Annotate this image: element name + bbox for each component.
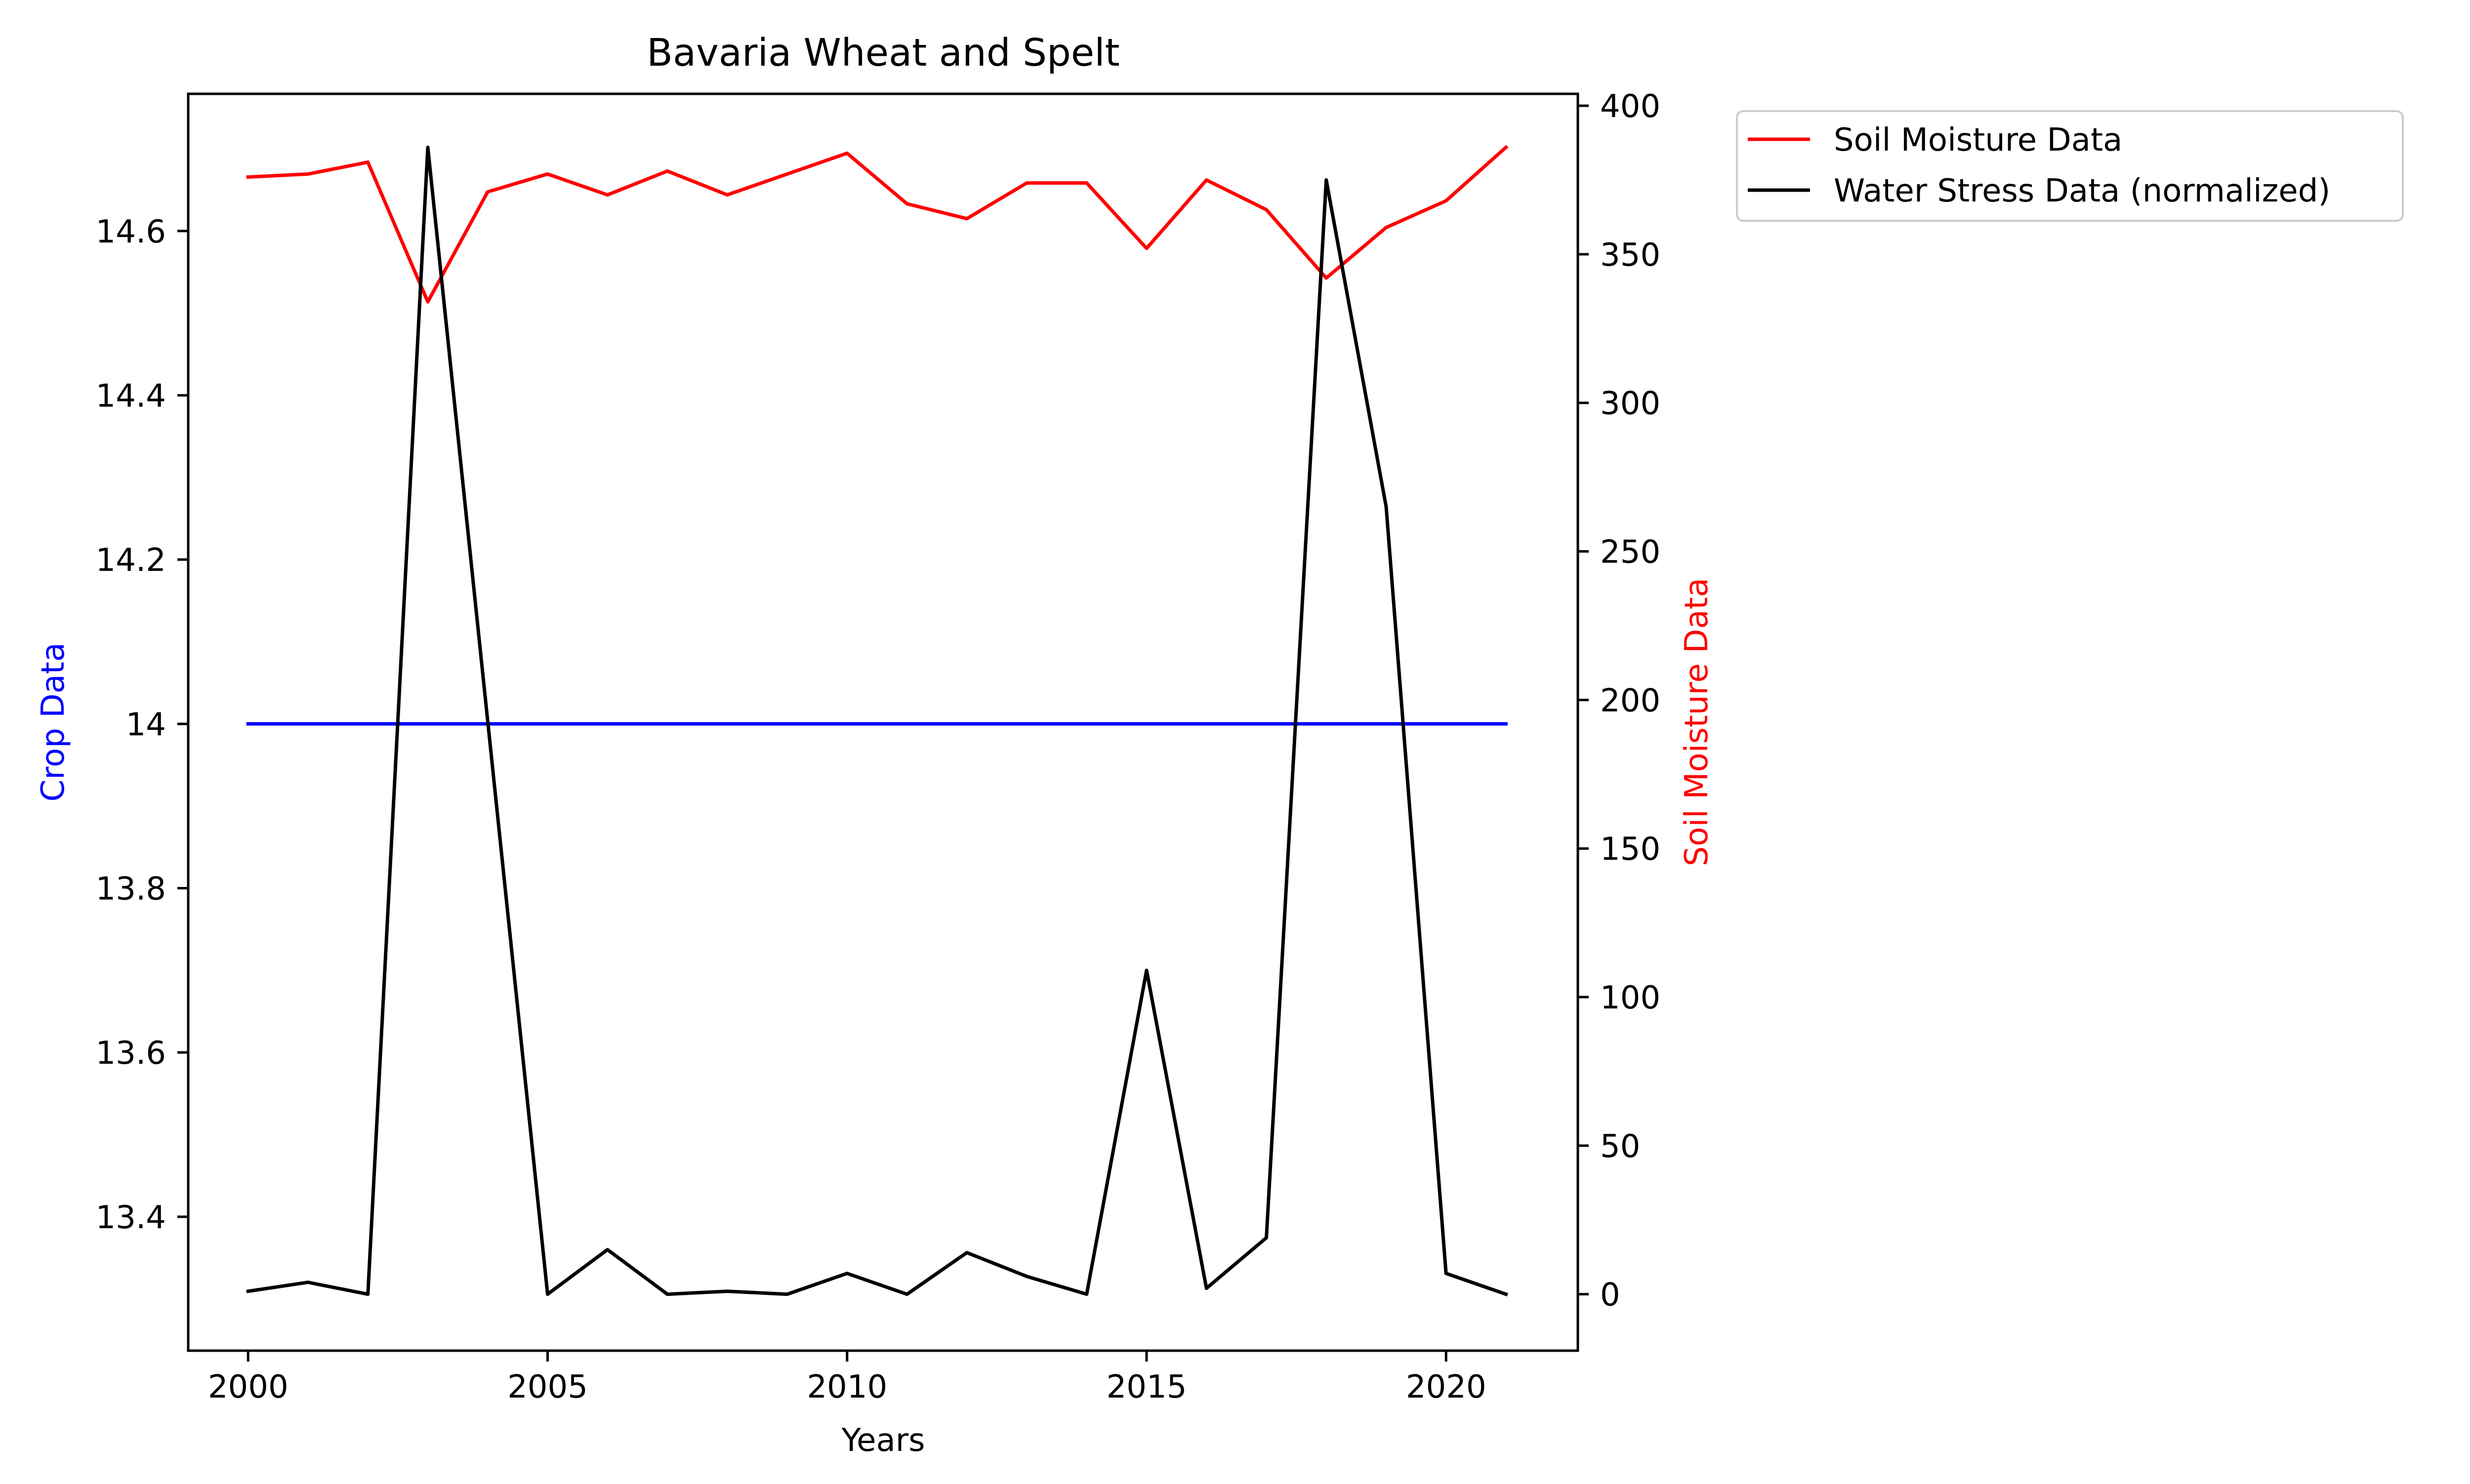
chart-title: Bavaria Wheat and Spelt [647,31,1120,75]
series-line-3 [246,145,1508,1297]
y-right-tick-label: 50 [1600,1128,1640,1165]
y-right-tick-label: 400 [1600,88,1660,125]
x-tick-label: 2000 [208,1369,288,1405]
y-right-tick-label: 300 [1600,386,1660,422]
x-tick-label: 2010 [807,1369,887,1405]
y-left-tick-label: 14.2 [96,542,166,579]
x-tick-label: 2005 [507,1369,588,1405]
y-right-tick-label: 350 [1600,237,1660,274]
axes-frame [187,92,1579,1352]
x-axis-label: Years [841,1422,925,1459]
y-right-tick-label: 150 [1600,831,1660,868]
legend-entry-label: Soil Moisture Data [1834,122,2122,159]
y-left-tick-label: 13.4 [96,1200,166,1236]
legend: Soil Moisture Data Water Stress Data (nor… [1736,110,2404,222]
x-tick-label: 2020 [1406,1369,1486,1405]
y-left-tick-label: 14.6 [96,214,166,250]
y-left-tick-label: 14 [126,707,166,743]
plot-area [246,145,1509,1297]
legend-frame [1736,110,2404,222]
x-axis: 2000 2005 2010 2015 2020 [208,1351,1486,1405]
y-axis-left: 13.4 13.6 13.8 14 14.2 14.4 14.6 [96,214,188,1236]
y-axis-label-right: Soil Moisture Data [1679,578,1715,866]
x-tick-label: 2015 [1107,1369,1187,1405]
y-axis-right: 0 50 100 150 200 250 300 350 400 [1578,88,1660,1314]
y-left-tick-label: 14.4 [96,378,166,414]
y-right-tick-label: 200 [1600,682,1660,719]
legend-entry-label: Water Stress Data (normalized) [1834,173,2330,209]
y-right-tick-label: 0 [1600,1277,1620,1314]
y-right-tick-label: 100 [1600,980,1660,1016]
y-axis-label-left: Crop Data [35,642,72,802]
y-right-tick-label: 250 [1600,534,1660,571]
y-left-tick-label: 13.6 [96,1035,166,1072]
y-left-tick-label: 13.8 [96,871,166,908]
series-line-2 [246,145,1509,304]
